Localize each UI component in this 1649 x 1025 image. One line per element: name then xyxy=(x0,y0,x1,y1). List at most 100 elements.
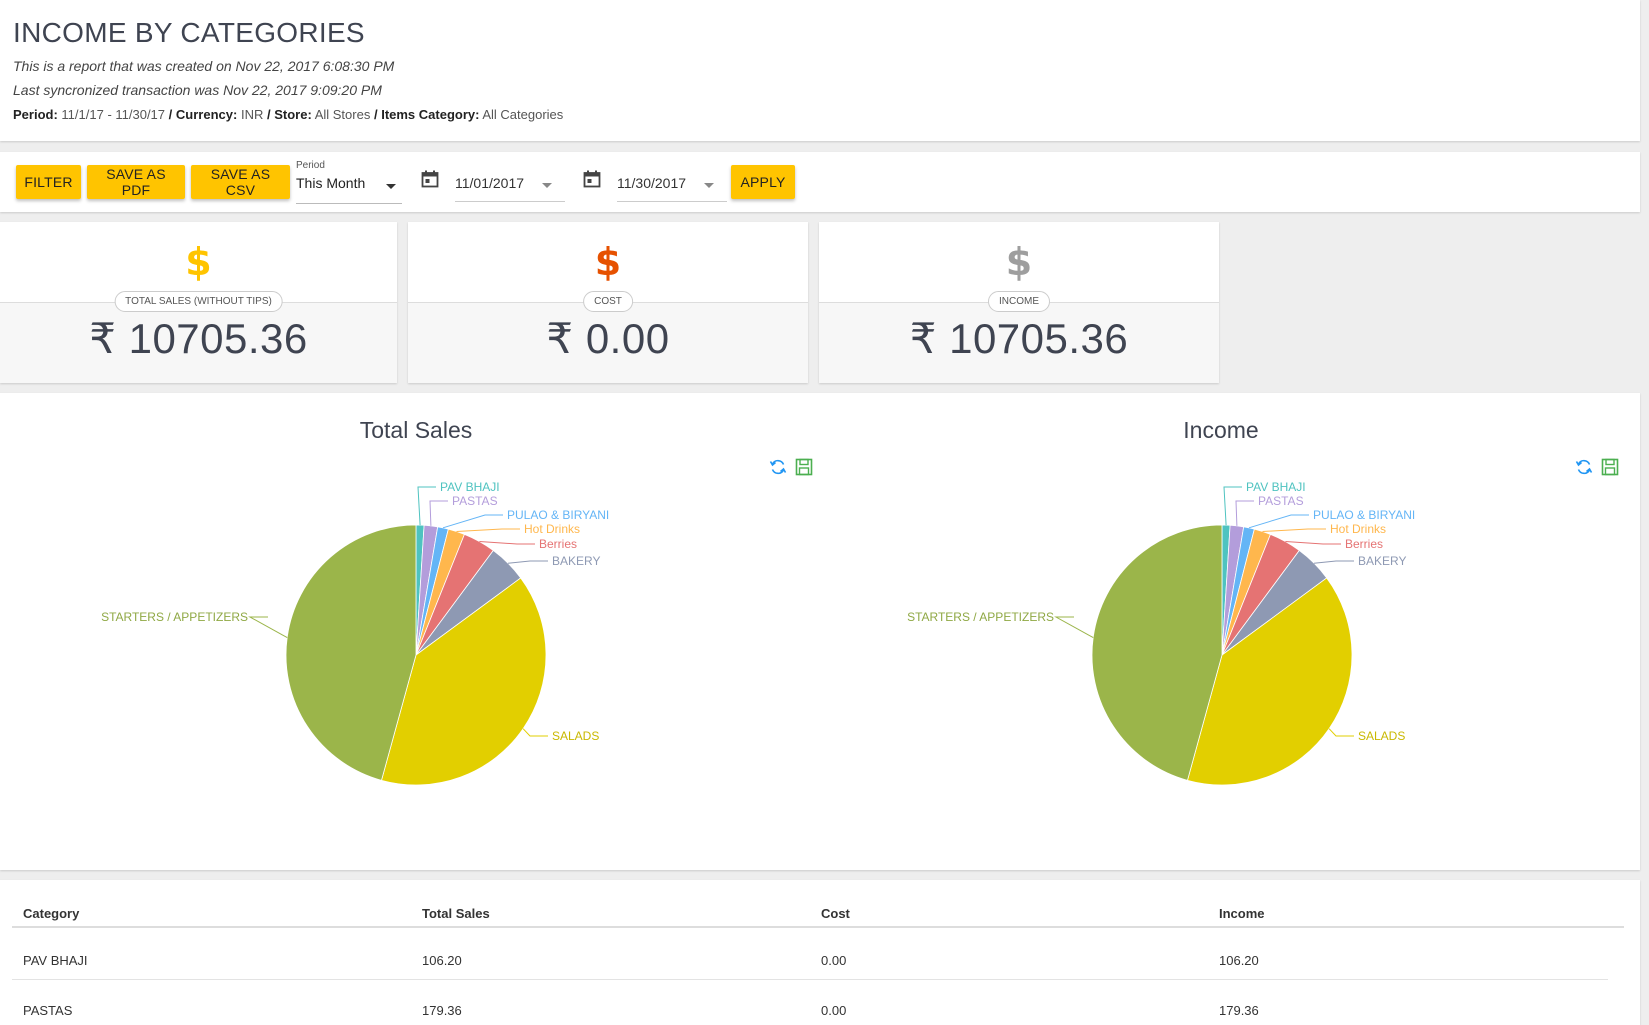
pie-label-pastas: PASTAS xyxy=(1258,494,1304,508)
period-select[interactable]: Period This Month xyxy=(296,160,402,204)
refresh-icon[interactable] xyxy=(769,458,787,476)
cell-category: PAV BHAJI xyxy=(23,953,88,968)
pie-slice-salads[interactable] xyxy=(380,577,547,786)
dollar-icon: $ xyxy=(1005,240,1033,284)
chevron-down-icon xyxy=(704,183,714,188)
start-date-value: 11/01/2017 xyxy=(455,175,525,191)
cell-total-sales: 179.36 xyxy=(422,1003,462,1018)
cell-total-sales: 106.20 xyxy=(422,953,462,968)
pie-leader-line xyxy=(429,500,448,526)
period-caption: Period xyxy=(296,160,325,171)
created-line: This is a report that was created on Nov… xyxy=(13,58,395,74)
kpi-label: TOTAL SALES (WITHOUT TIPS) xyxy=(114,291,283,312)
save-image-icon[interactable] xyxy=(795,458,813,476)
calendar-icon[interactable] xyxy=(583,170,601,188)
pie-label-hot-drinks: Hot Drinks xyxy=(524,522,580,536)
chart-title-income: Income xyxy=(1183,417,1259,443)
pie-leader-line xyxy=(417,486,436,526)
pie-leader-line xyxy=(507,560,548,564)
pie-leader-line xyxy=(1262,528,1326,532)
calendar-icon[interactable] xyxy=(421,170,439,188)
sync-line: Last syncronized transaction was Nov 22,… xyxy=(13,82,382,98)
kpi-label: COST xyxy=(583,291,633,312)
save-pdf-button[interactable]: SAVE AS PDF xyxy=(87,165,185,199)
pie-label-pav-bhaji: PAV BHAJI xyxy=(440,480,500,494)
dollar-icon: $ xyxy=(185,240,212,284)
pie-label-berries: Berries xyxy=(539,537,577,551)
pie-leader-line xyxy=(1313,560,1354,564)
pie-label-salads: SALADS xyxy=(1358,729,1405,743)
dollar-icon: $ xyxy=(594,240,622,284)
column-header-category[interactable]: Category xyxy=(23,906,80,921)
period-label: Period: xyxy=(13,107,58,122)
pie-leader-line xyxy=(1248,514,1309,529)
pie-leader-line xyxy=(1054,616,1094,639)
period-selected: This Month xyxy=(296,175,366,191)
charts-panel: Total Sales Income PAV BHAJI PASTAS PULAO … xyxy=(0,393,1640,870)
separator: / xyxy=(373,107,378,122)
kpi-total-sales: $ TOTAL SALES (WITHOUT TIPS) ₹ 10705.36 xyxy=(0,222,397,383)
currency-label: Currency: xyxy=(175,107,238,122)
chevron-down-icon xyxy=(542,183,552,188)
pie-label-pastas: PASTAS xyxy=(452,494,498,508)
category-value: All Categories xyxy=(482,107,564,122)
kpi-income: $ INCOME ₹ 10705.36 xyxy=(819,222,1219,383)
pie-leader-line xyxy=(1235,500,1254,526)
category-label: Items Category: xyxy=(381,107,480,122)
kpi-value: ₹ 10705.36 xyxy=(89,315,308,362)
apply-button[interactable]: APPLY xyxy=(731,165,795,199)
separator: / xyxy=(168,107,173,122)
kpi-value: ₹ 0.00 xyxy=(546,315,670,362)
store-value: All Stores xyxy=(314,107,371,122)
column-header-income[interactable]: Income xyxy=(1219,906,1265,921)
category-table: Category Total Sales Cost Income PAV BHA… xyxy=(0,880,1640,1025)
header-divider xyxy=(12,926,1624,928)
pie-label-bakery: BAKERY xyxy=(1358,554,1406,568)
pie-label-starters-appetizers: STARTERS / APPETIZERS xyxy=(907,610,1054,624)
start-date-field[interactable]: 11/01/2017 xyxy=(455,166,565,202)
pie-leader-line xyxy=(479,541,535,545)
pie-leader-line xyxy=(456,528,520,532)
store-label: Store: xyxy=(274,107,312,122)
end-date-field[interactable]: 11/30/2017 xyxy=(617,166,727,202)
save-csv-button[interactable]: SAVE AS CSV xyxy=(191,165,290,199)
pie-leader-line xyxy=(248,616,288,639)
chevron-down-icon xyxy=(386,184,396,189)
separator: / xyxy=(266,107,271,122)
cell-income: 179.36 xyxy=(1219,1003,1259,1018)
report-header: INCOME BY CATEGORIES This is a report th… xyxy=(0,0,1640,141)
page-title: INCOME BY CATEGORIES xyxy=(13,17,365,48)
period-value: 11/1/17 - 11/30/17 xyxy=(61,107,166,122)
cell-category: PASTAS xyxy=(23,1003,73,1018)
save-image-icon[interactable] xyxy=(1601,458,1619,476)
pie-leader-line xyxy=(1285,541,1341,545)
kpi-value: ₹ 10705.36 xyxy=(909,315,1129,362)
cell-cost: 0.00 xyxy=(821,953,847,968)
pie-label-salads: SALADS xyxy=(552,729,599,743)
kpi-cost: $ COST ₹ 0.00 xyxy=(408,222,808,383)
cell-income: 106.20 xyxy=(1219,953,1259,968)
column-header-total-sales[interactable]: Total Sales xyxy=(422,906,490,921)
pie-slice-salads[interactable] xyxy=(1186,577,1353,786)
pie-leader-line xyxy=(522,728,548,737)
kpi-label: INCOME xyxy=(988,291,1050,312)
toolbar: FILTER SAVE AS PDF SAVE AS CSV Period Th… xyxy=(0,152,1640,212)
chart-title-total-sales: Total Sales xyxy=(359,417,473,443)
column-header-cost[interactable]: Cost xyxy=(821,906,850,921)
filter-button[interactable]: FILTER xyxy=(16,165,81,199)
pie-label-pulao-biryani: PULAO & BIRYANI xyxy=(1313,508,1415,522)
pie-label-starters-appetizers: STARTERS / APPETIZERS xyxy=(101,610,248,624)
pie-leader-line xyxy=(1223,486,1242,526)
currency-value: INR xyxy=(240,107,264,122)
cell-cost: 0.00 xyxy=(821,1003,847,1018)
pie-label-pulao-biryani: PULAO & BIRYANI xyxy=(507,508,609,522)
pie-label-pav-bhaji: PAV BHAJI xyxy=(1246,480,1306,494)
end-date-value: 11/30/2017 xyxy=(617,175,687,191)
row-divider xyxy=(12,979,1608,980)
kpi-top: $ xyxy=(0,222,397,303)
pie-leader-line xyxy=(1328,728,1354,737)
pie-label-hot-drinks: Hot Drinks xyxy=(1330,522,1386,536)
refresh-icon[interactable] xyxy=(1575,458,1593,476)
